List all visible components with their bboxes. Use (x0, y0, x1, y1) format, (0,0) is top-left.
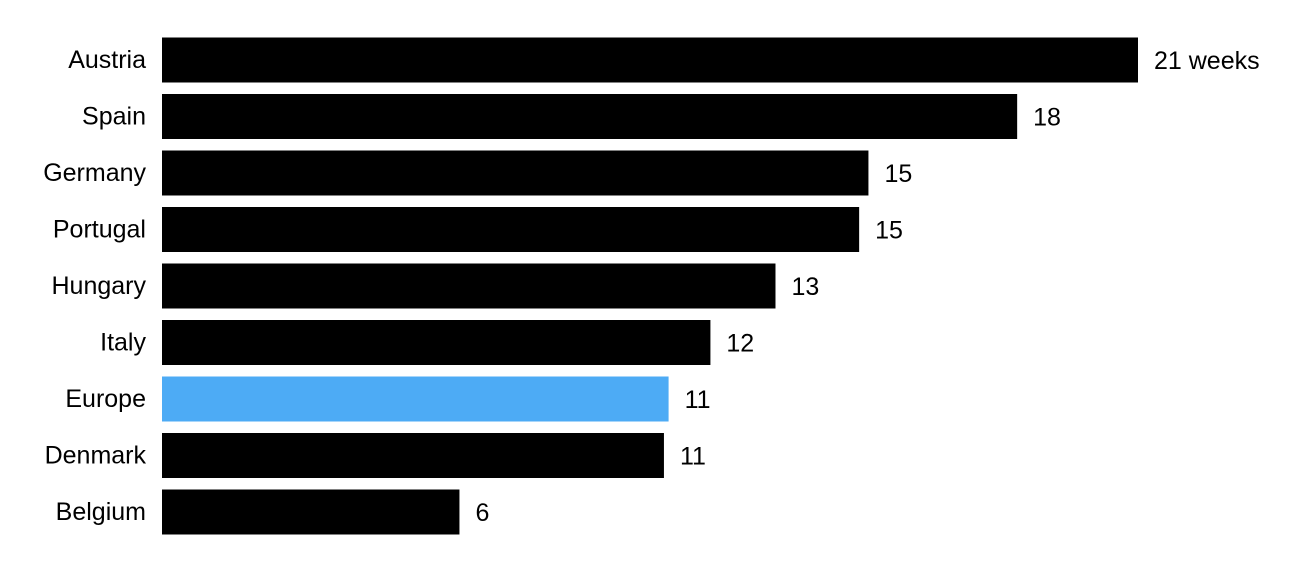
value-label: 12 (726, 330, 754, 358)
category-label: Italy (100, 329, 146, 357)
value-label: 11 (680, 443, 706, 471)
value-label: 6 (475, 499, 489, 527)
value-label: 11 (685, 386, 711, 414)
category-label: Germany (43, 159, 146, 187)
bar (162, 320, 711, 365)
category-label: Austria (68, 46, 146, 74)
bar (162, 207, 860, 252)
category-label: Spain (82, 103, 146, 131)
value-label: 13 (791, 273, 819, 301)
value-label: 15 (884, 160, 912, 188)
bar (162, 433, 664, 478)
bar (162, 150, 869, 196)
value-label: 18 (1033, 104, 1061, 132)
category-label: Belgium (56, 498, 146, 526)
bar (162, 376, 669, 422)
bar (162, 263, 776, 309)
bar (162, 37, 1138, 83)
value-label: 15 (875, 217, 903, 245)
bar (162, 94, 1018, 139)
category-label: Portugal (53, 216, 146, 244)
category-label: Europe (65, 385, 146, 413)
category-label: Hungary (52, 272, 147, 300)
bar (162, 489, 460, 535)
category-label: Denmark (45, 442, 147, 470)
value-label: 21 weeks (1154, 47, 1260, 75)
